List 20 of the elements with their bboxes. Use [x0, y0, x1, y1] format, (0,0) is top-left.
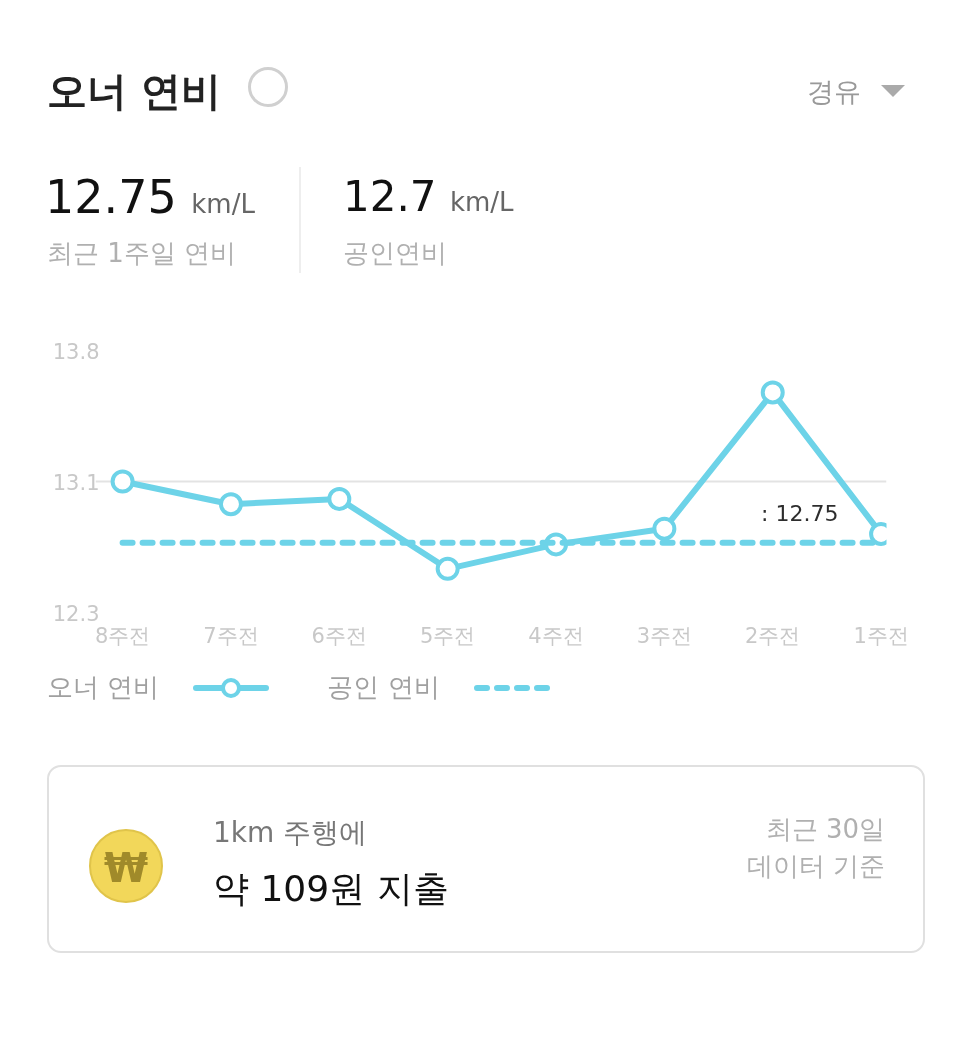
legend-label: 오너 연비 [47, 672, 160, 702]
text: 1km 주행에 [213, 815, 368, 851]
text: 12.7 km/L [343, 171, 514, 223]
text: 최근 30일 [765, 814, 885, 844]
text: 데이터 기준 [746, 851, 885, 882]
text: 경유 [807, 75, 861, 109]
text: ₩ [89, 829, 163, 903]
point [652, 516, 677, 541]
point [760, 380, 785, 405]
point [327, 486, 352, 511]
text: 최근 1주일 연비 [47, 237, 237, 270]
text: 약 109원 지출 [213, 867, 449, 911]
legend-label: 공인 연비 [327, 672, 440, 702]
point [110, 469, 135, 494]
text: 공인연비 [343, 237, 447, 270]
point [435, 556, 460, 581]
annotation: : 12.75 [761, 500, 839, 526]
text: 12.75 km/L [45, 169, 255, 226]
point [218, 492, 243, 517]
chart-title: 오너 연비 [47, 67, 221, 116]
